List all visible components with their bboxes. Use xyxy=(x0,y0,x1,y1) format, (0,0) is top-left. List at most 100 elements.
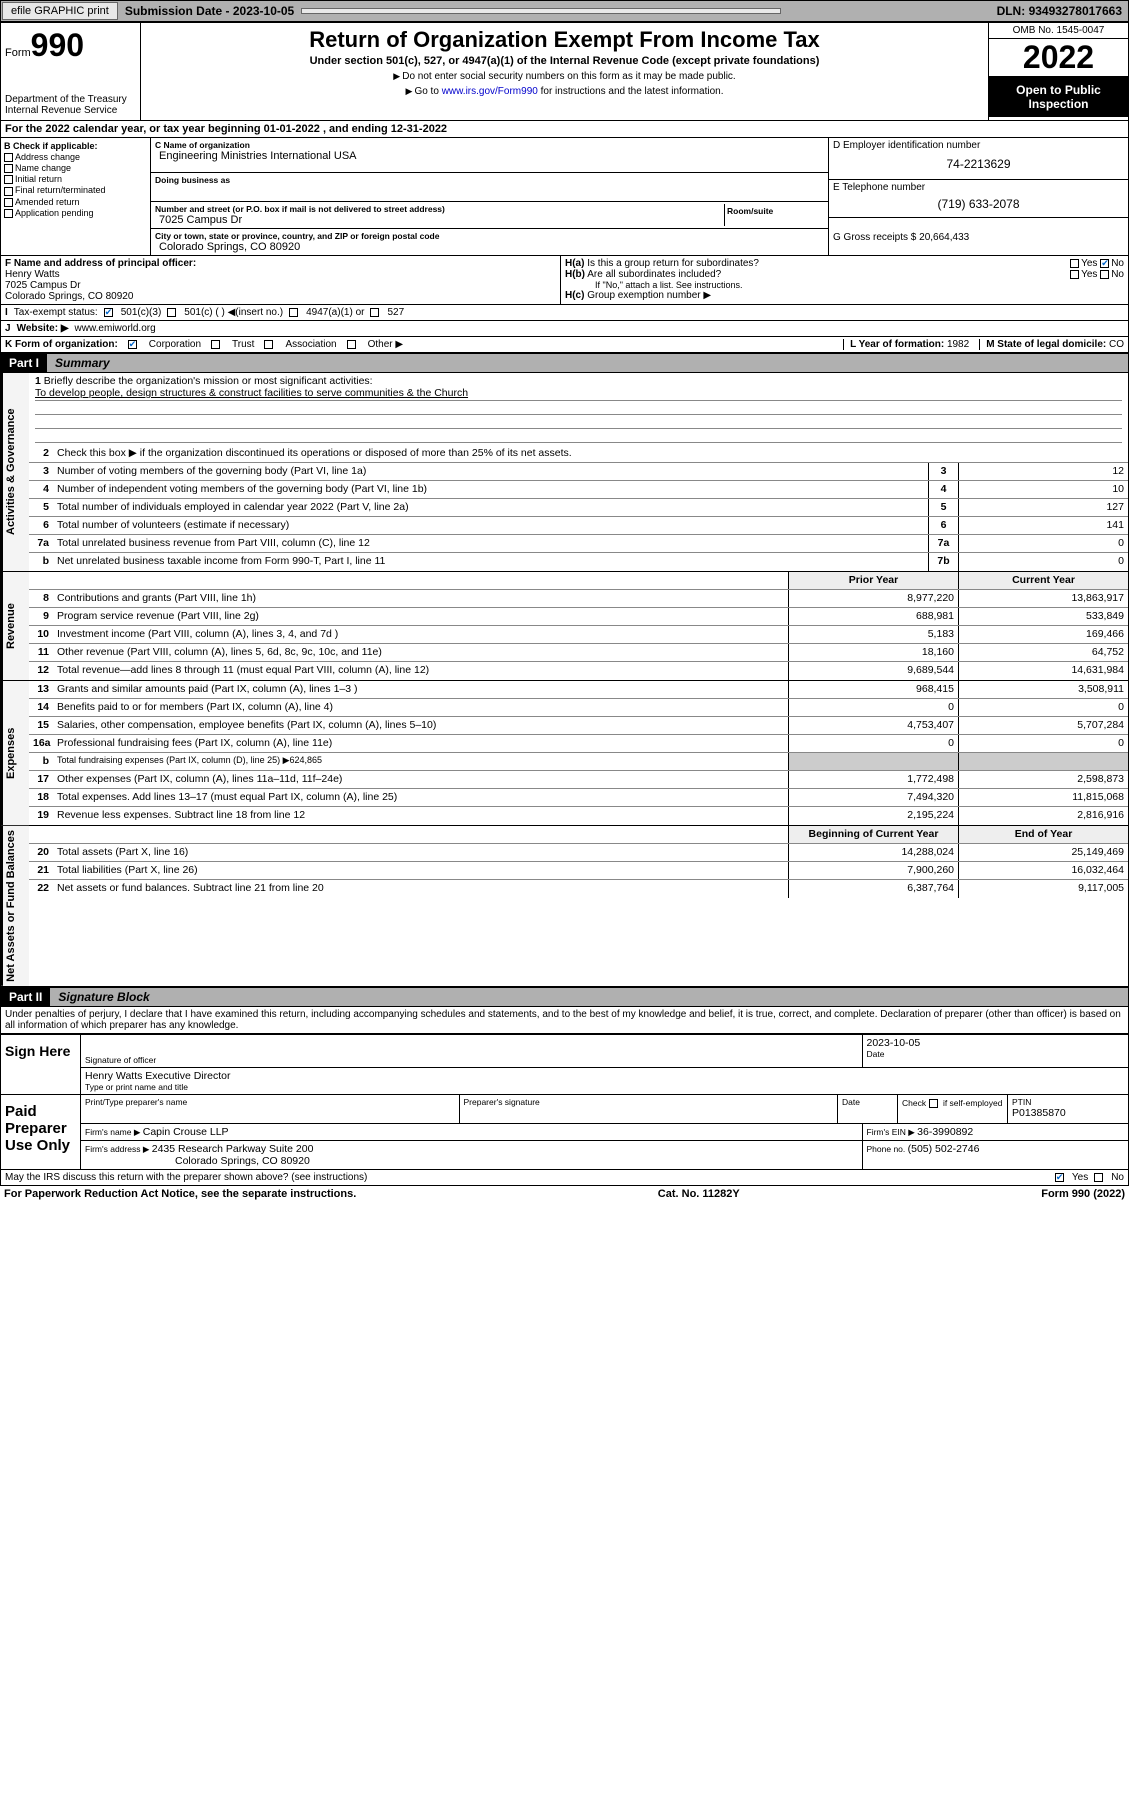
form-subtitle: Under section 501(c), 527, or 4947(a)(1)… xyxy=(145,55,984,67)
d-label: D Employer identification number xyxy=(833,140,1124,151)
l14-prior: 0 xyxy=(788,699,958,716)
cat-no: Cat. No. 11282Y xyxy=(658,1188,740,1200)
c-addr-label: Number and street (or P.O. box if mail i… xyxy=(155,204,724,214)
dept-treasury: Department of the Treasury Internal Reve… xyxy=(5,94,136,116)
firm-addr1: 2435 Research Parkway Suite 200 xyxy=(152,1143,314,1155)
ein: 74-2213629 xyxy=(833,151,1124,177)
part2-header: Part IISignature Block xyxy=(0,987,1129,1007)
gross-receipts: 20,664,433 xyxy=(919,232,969,243)
l19-prior: 2,195,224 xyxy=(788,807,958,825)
revenue-section: Revenue Prior YearCurrent Year 8Contribu… xyxy=(0,572,1129,681)
firm-addr2: Colorado Springs, CO 80920 xyxy=(85,1155,858,1167)
l15-current: 5,707,284 xyxy=(958,717,1128,734)
section-klm: K Form of organization: Corporation Trus… xyxy=(0,337,1129,353)
hb-note: If "No," attach a list. See instructions… xyxy=(565,280,1124,290)
chk-501c3[interactable] xyxy=(104,308,113,317)
declaration: Under penalties of perjury, I declare th… xyxy=(0,1007,1129,1034)
chk-527[interactable] xyxy=(370,308,379,317)
room-label: Room/suite xyxy=(727,206,822,216)
ha-no[interactable] xyxy=(1100,259,1109,268)
l22-current: 9,117,005 xyxy=(958,880,1128,898)
l16a-current: 0 xyxy=(958,735,1128,752)
l16a-prior: 0 xyxy=(788,735,958,752)
website: www.emiworld.org xyxy=(75,323,156,334)
footer: For Paperwork Reduction Act Notice, see … xyxy=(0,1186,1129,1202)
section-i: ITax-exempt status: 501(c)(3) 501(c) ( )… xyxy=(0,305,1129,321)
discuss-no[interactable] xyxy=(1094,1173,1103,1182)
chk-trust[interactable] xyxy=(211,340,220,349)
l22-prior: 6,387,764 xyxy=(788,880,958,898)
chk-corp[interactable] xyxy=(128,340,137,349)
blank-button[interactable] xyxy=(301,8,781,14)
l20-current: 25,149,469 xyxy=(958,844,1128,861)
l18-current: 11,815,068 xyxy=(958,789,1128,806)
chk-amended[interactable] xyxy=(4,198,13,207)
l13-prior: 968,415 xyxy=(788,681,958,698)
expenses-section: Expenses 13Grants and similar amounts pa… xyxy=(0,681,1129,826)
public-inspection: Open to Public Inspection xyxy=(989,77,1128,117)
top-toolbar: efile GRAPHIC print Submission Date - 20… xyxy=(0,0,1129,22)
part1-header: Part ISummary xyxy=(0,353,1129,373)
hc-label: Group exemption number ▶ xyxy=(587,290,711,301)
chk-self-employed[interactable] xyxy=(929,1099,938,1108)
firm-name: Capin Crouse LLP xyxy=(143,1126,229,1138)
irs-discuss-row: May the IRS discuss this return with the… xyxy=(0,1170,1129,1186)
submission-date-label: Submission Date - 2023-10-05 xyxy=(119,4,300,18)
officer-sig-label: Signature of officer xyxy=(85,1055,858,1065)
chk-final-return[interactable] xyxy=(4,187,13,196)
vtab-activities: Activities & Governance xyxy=(1,373,29,571)
chk-initial-return[interactable] xyxy=(4,175,13,184)
l11-prior: 18,160 xyxy=(788,644,958,661)
col-prior: Prior Year xyxy=(788,572,958,589)
ssn-note: Do not enter social security numbers on … xyxy=(145,71,984,82)
l17-current: 2,598,873 xyxy=(958,771,1128,788)
officer-name: Henry Watts xyxy=(5,269,556,280)
sign-date: 2023-10-05 xyxy=(867,1037,1125,1049)
i-label: Tax-exempt status: xyxy=(14,307,98,318)
irs-link[interactable]: www.irs.gov/Form990 xyxy=(442,86,538,97)
chk-other[interactable] xyxy=(347,340,356,349)
form-header: Form990 Department of the Treasury Inter… xyxy=(0,22,1129,121)
l10-current: 169,466 xyxy=(958,626,1128,643)
dln: DLN: 93493278017663 xyxy=(997,4,1128,18)
l9-current: 533,849 xyxy=(958,608,1128,625)
section-j: JWebsite: ▶ www.emiworld.org xyxy=(0,321,1129,337)
chk-501c[interactable] xyxy=(167,308,176,317)
officer-type-name: Henry Watts Executive Director xyxy=(85,1070,1124,1082)
form-version: Form 990 (2022) xyxy=(1041,1188,1125,1200)
l7a-val: 0 xyxy=(958,535,1128,552)
chk-address-change[interactable] xyxy=(4,153,13,162)
c-city-label: City or town, state or province, country… xyxy=(155,231,824,241)
discuss-yes[interactable] xyxy=(1055,1173,1064,1182)
chk-4947[interactable] xyxy=(289,308,298,317)
paperwork-notice: For Paperwork Reduction Act Notice, see … xyxy=(4,1188,356,1200)
firm-phone: (505) 502-2746 xyxy=(908,1143,980,1155)
f-label: F Name and address of principal officer: xyxy=(5,258,556,269)
chk-assoc[interactable] xyxy=(264,340,273,349)
tax-year: 2022 xyxy=(989,39,1128,77)
l17-prior: 1,772,498 xyxy=(788,771,958,788)
paid-preparer-label: Paid Preparer Use Only xyxy=(1,1095,81,1169)
sign-here-block: Sign Here Signature of officer 2023-10-0… xyxy=(0,1034,1129,1095)
state-domicile: CO xyxy=(1109,339,1124,350)
hb-yes[interactable] xyxy=(1070,270,1079,279)
ptin: P01385870 xyxy=(1012,1107,1124,1119)
date-label: Date xyxy=(867,1049,1125,1059)
efile-print-button[interactable]: efile GRAPHIC print xyxy=(2,2,118,20)
tax-year-row: For the 2022 calendar year, or tax year … xyxy=(0,121,1129,138)
hb-label: Are all subordinates included? xyxy=(587,269,721,280)
l18-prior: 7,494,320 xyxy=(788,789,958,806)
org-city: Colorado Springs, CO 80920 xyxy=(155,241,824,253)
chk-name-change[interactable] xyxy=(4,164,13,173)
org-name: Engineering Ministries International USA xyxy=(155,150,824,162)
b-label: B Check if applicable: xyxy=(4,141,147,151)
activities-governance: Activities & Governance 1 Briefly descri… xyxy=(0,373,1129,572)
ha-yes[interactable] xyxy=(1070,259,1079,268)
officer-addr1: 7025 Campus Dr xyxy=(5,280,556,291)
chk-app-pending[interactable] xyxy=(4,209,13,218)
l11-current: 64,752 xyxy=(958,644,1128,661)
ha-label: Is this a group return for subordinates? xyxy=(587,258,759,269)
e-label: E Telephone number xyxy=(833,182,1124,193)
hb-no[interactable] xyxy=(1100,270,1109,279)
section-bcd: B Check if applicable: Address change Na… xyxy=(0,138,1129,256)
